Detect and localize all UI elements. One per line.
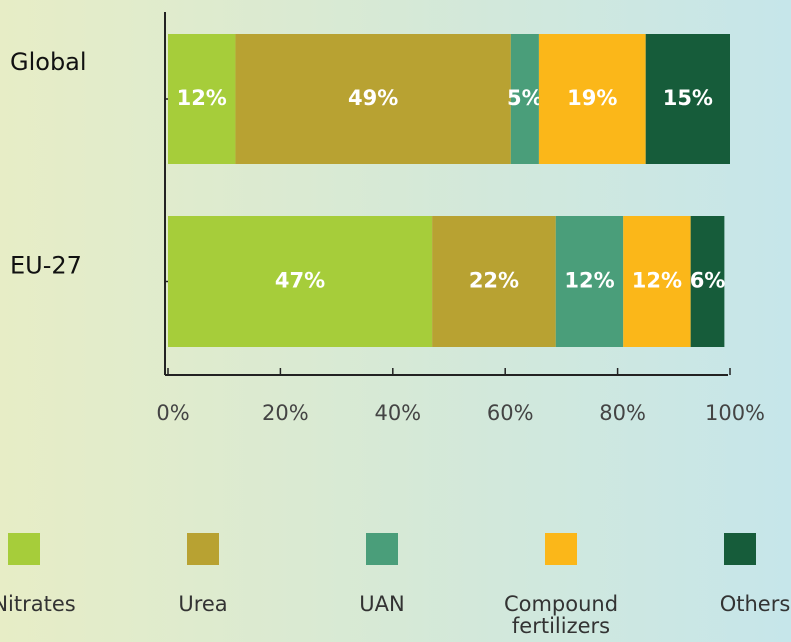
- x-tick-label: 0%: [156, 401, 189, 425]
- x-tick-label: 40%: [374, 401, 421, 425]
- data-label: 49%: [348, 86, 398, 110]
- data-label: 22%: [469, 269, 519, 293]
- data-label: 12%: [632, 269, 682, 293]
- bar-segment: [555, 216, 624, 347]
- x-tick-label: 100%: [705, 401, 765, 425]
- bar-segment: [432, 216, 556, 347]
- data-label: 15%: [663, 86, 713, 110]
- bar-segment: [690, 216, 725, 347]
- legend-swatch: [8, 533, 40, 565]
- legend-swatch: [366, 533, 398, 565]
- data-label: 5%: [507, 86, 543, 110]
- legend-label: UAN: [359, 592, 404, 616]
- data-label: 19%: [567, 86, 617, 110]
- category-label: Global: [10, 48, 87, 76]
- legend-label: Urea: [178, 592, 227, 616]
- bar-segment: [168, 216, 433, 347]
- bar-segment: [645, 34, 730, 164]
- x-tick-label: 20%: [262, 401, 309, 425]
- bar-segment: [538, 34, 646, 164]
- legend-swatch: [545, 533, 577, 565]
- legend-label: Compound fertilizers: [504, 592, 618, 638]
- legend-swatch: [724, 533, 756, 565]
- data-label: 47%: [275, 269, 325, 293]
- legend-label: Others: [720, 592, 791, 616]
- legend-label: Nitrates: [0, 592, 76, 616]
- data-label: 12%: [177, 86, 227, 110]
- bar-segment: [510, 34, 539, 164]
- category-label: EU-27: [10, 252, 82, 280]
- bar-segment: [168, 34, 236, 164]
- x-tick-label: 60%: [487, 401, 534, 425]
- bar-segment: [623, 216, 691, 347]
- legend-swatch: [187, 533, 219, 565]
- bar-segment: [235, 34, 511, 164]
- x-tick-label: 80%: [599, 401, 646, 425]
- data-label: 6%: [690, 269, 726, 293]
- data-label: 12%: [564, 269, 614, 293]
